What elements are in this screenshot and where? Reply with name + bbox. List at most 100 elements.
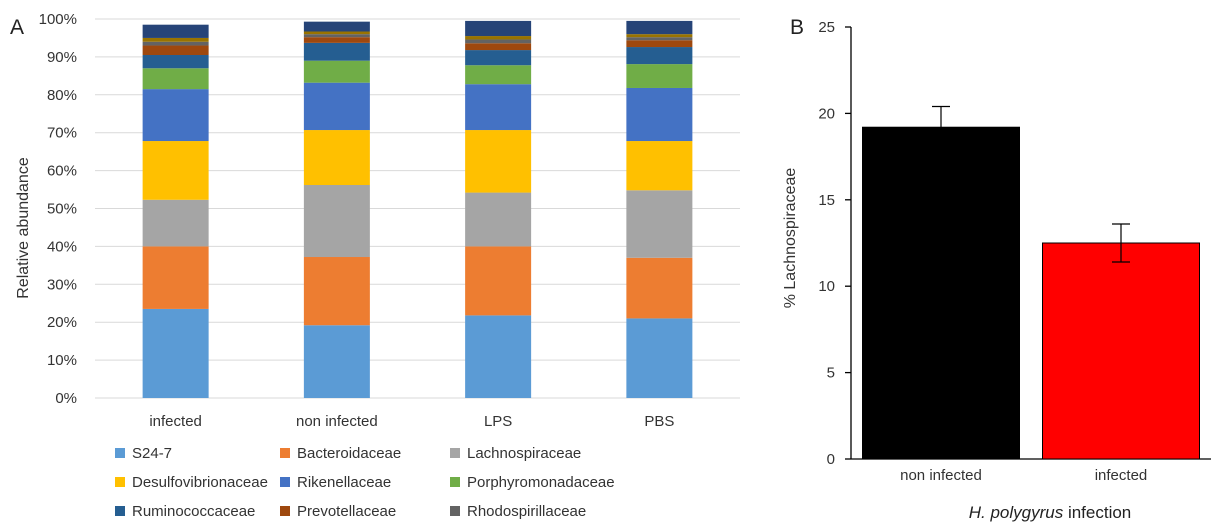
- panel-a-bar-segment: [465, 130, 532, 193]
- panel-b-x-tick-label: infected: [1095, 467, 1148, 484]
- panel-b-y-tick-label: 5: [827, 365, 835, 382]
- panel-a-bar-segment: [626, 37, 693, 41]
- panel-a-x-tick-label: non infected: [296, 413, 378, 430]
- panel-a-bar-segment: [142, 246, 209, 309]
- panel-a-y-tick-label: 80%: [47, 87, 77, 104]
- panel-a-bar-segment: [626, 190, 693, 258]
- panel-a-bar-segment: [142, 55, 209, 69]
- panel-a-bar-segment: [626, 20, 693, 35]
- panel-a-legend-swatch: [450, 448, 460, 458]
- panel-a-legend-label: Desulfovibrionaceae: [132, 474, 268, 491]
- panel-b-y-tick-label: 20: [818, 105, 835, 122]
- panel-a-label: A: [10, 16, 24, 39]
- panel-b-y-tick-label: 10: [818, 278, 835, 295]
- panel-a-bar-segment: [626, 141, 693, 191]
- panel-a-bar-segment: [465, 43, 532, 51]
- panel-a-bar-segment: [465, 36, 532, 40]
- panel-a-bar-segment: [465, 39, 532, 44]
- panel-b-x-tick-label: non infected: [900, 467, 982, 484]
- panel-a-bar-segment: [303, 325, 370, 398]
- panel-a-bar-segment: [626, 87, 693, 142]
- panel-b-y-tick-label: 25: [818, 19, 835, 36]
- panel-a-legend: S24-7 Bacteroidaceae Lachnospiraceae Desulf…: [115, 445, 615, 520]
- panel-a-y-tick-label: 30%: [47, 276, 77, 293]
- panel-a-bar-segment: [303, 60, 370, 83]
- panel-a-legend-swatch: [115, 477, 125, 487]
- panel-a-bar-segment: [465, 315, 532, 398]
- panel-a-legend-swatch: [280, 477, 290, 487]
- panel-a-bar-segment: [142, 37, 209, 42]
- panel-a-bar-segment: [465, 65, 532, 85]
- panel-a-bar-segment: [142, 41, 209, 46]
- panel-a-bar-segment: [465, 50, 532, 66]
- panel-b-label: B: [790, 16, 804, 39]
- panel-a-bar-segment: [626, 257, 693, 319]
- panel-a-bar-segment: [626, 47, 693, 65]
- panel-a-bar-segment: [303, 21, 370, 32]
- panel-a-legend-label: S24-7: [132, 445, 172, 462]
- panel-a-legend-label: Lachnospiraceae: [467, 445, 581, 462]
- panel-a-x-tick-label: PBS: [644, 413, 674, 430]
- panel-b-x-axis-label-rest: infection: [1063, 503, 1131, 522]
- panel-b-y-tick-labels: 0 5 10 15 20 25: [818, 19, 851, 468]
- panel-a-y-tick-label: 10%: [47, 352, 77, 369]
- panel-a-y-tick-label: 70%: [47, 125, 77, 142]
- panel-a-bar-segment: [142, 24, 209, 38]
- panel-a-y-axis-label: Relative abundance: [15, 157, 32, 299]
- panel-a-x-tick-label: infected: [149, 413, 202, 430]
- panel-a-legend-label: Bacteroidaceae: [297, 445, 401, 462]
- panel-a-bar-segment: [465, 246, 532, 316]
- panel-a-x-tick-label: LPS: [484, 413, 512, 430]
- panel-a-bar-segment: [142, 89, 209, 142]
- panel-a-bar-segment: [303, 31, 370, 35]
- panel-a-legend-label: Porphyromonadaceae: [467, 474, 615, 491]
- panel-a-bar-segment: [303, 42, 370, 61]
- panel-a-stacked-bars: [142, 20, 693, 398]
- panel-a-legend-label: Ruminococcaceae: [132, 503, 255, 520]
- panel-a-legend-label: Rikenellaceae: [297, 474, 391, 491]
- panel-a-y-tick-labels: 0% 10% 20% 30% 40% 50% 60% 70% 80% 90% 100%: [39, 11, 77, 407]
- panel-a-y-tick-label: 20%: [47, 314, 77, 331]
- panel-a-bar-segment: [303, 257, 370, 326]
- panel-a-bar-segment: [142, 308, 209, 398]
- panel-a-bar-segment: [142, 45, 209, 56]
- panel-b-y-tick-label: 0: [827, 451, 835, 468]
- panel-a-bar-segment: [303, 34, 370, 38]
- panel-b-x-tick-labels: non infected infected: [900, 467, 1147, 484]
- panel-a-bar-segment: [465, 20, 532, 37]
- panel-b-bar: [862, 126, 1020, 460]
- panel-a-legend-swatch: [450, 506, 460, 516]
- panel-a-y-tick-label: 50%: [47, 201, 77, 218]
- panel-a-legend-label: Rhodospirillaceae: [467, 503, 586, 520]
- panel-a-legend-swatch: [115, 506, 125, 516]
- panel-a-y-tick-label: 40%: [47, 238, 77, 255]
- panel-a-bar-segment: [303, 185, 370, 258]
- panel-a-bar-segment: [626, 318, 693, 398]
- panel-a-bar-segment: [626, 64, 693, 88]
- panel-a-y-tick-label: 90%: [47, 49, 77, 66]
- panel-b-y-axis-label: % Lachnospiraceae: [782, 168, 799, 309]
- panel-a-legend-swatch: [115, 448, 125, 458]
- panel-b-bar: [1042, 242, 1200, 460]
- panel-a-bar-segment: [303, 82, 370, 131]
- panel-a-y-tick-label: 0%: [55, 390, 77, 407]
- panel-a-bar-segment: [142, 68, 209, 90]
- panel-a-legend-swatch: [280, 448, 290, 458]
- panel-b-x-axis-label: H. polygyrus infection: [969, 503, 1132, 522]
- panel-a-y-tick-label: 100%: [39, 11, 77, 28]
- panel-b-bars: [862, 126, 1200, 460]
- panel-a-bar-segment: [626, 34, 693, 38]
- panel-a-y-tick-label: 60%: [47, 163, 77, 180]
- panel-a-bar-segment: [142, 199, 209, 247]
- panel-a-bar-segment: [303, 37, 370, 43]
- panel-a-bar-segment: [303, 130, 370, 186]
- panel-a-bar-segment: [465, 84, 532, 131]
- panel-a-legend-swatch: [280, 506, 290, 516]
- panel-a-legend-swatch: [450, 477, 460, 487]
- panel-a-bar-segment: [626, 40, 693, 48]
- panel-a-x-tick-labels: infected non infected LPS PBS: [149, 413, 674, 430]
- panel-a-bar-segment: [142, 141, 209, 200]
- panel-b-x-axis-label-species: H. polygyrus: [969, 503, 1064, 522]
- panel-a-bar-segment: [465, 192, 532, 247]
